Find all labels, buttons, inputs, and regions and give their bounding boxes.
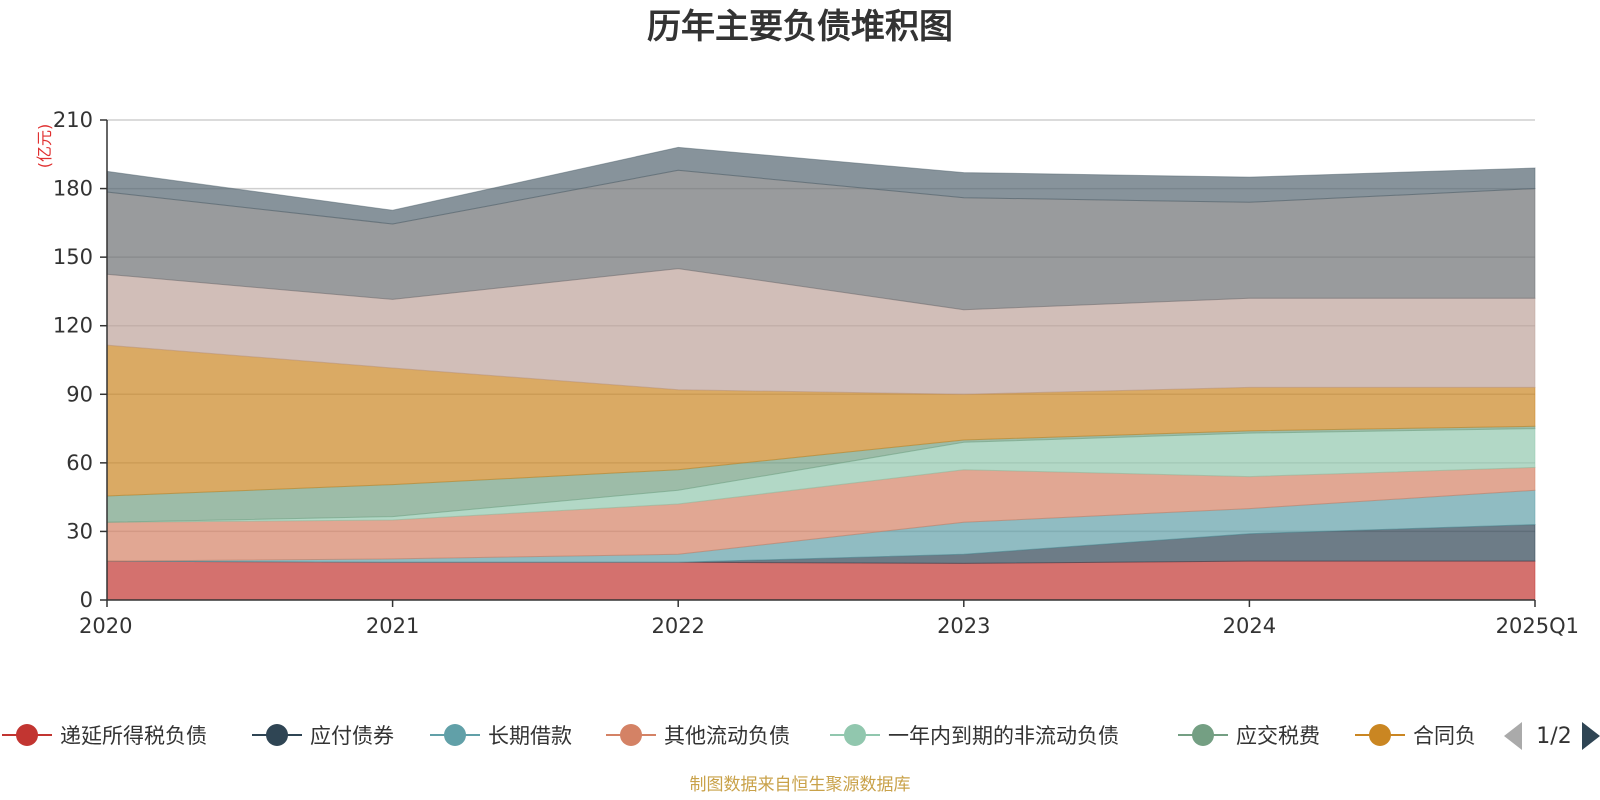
x-tick-label-2: 2022 [651, 614, 704, 638]
legend-label-6: 合同负 [1413, 724, 1476, 748]
y-tick-label-150: 150 [53, 245, 93, 269]
area-series-9 [106, 146, 1536, 225]
legend-label-4: 一年内到期的非流动负债 [888, 724, 1119, 748]
legend-item-4[interactable]: 一年内到期的非流动负债 [830, 724, 1119, 748]
y-tick-label-0: 0 [80, 588, 93, 612]
legend-item-3[interactable]: 其他流动负债 [606, 724, 790, 748]
x-tick-label-1: 2021 [366, 614, 419, 638]
data-source-note: 制图数据来自恒生聚源数据库 [690, 775, 911, 795]
legend-marker-3 [620, 724, 642, 746]
legend-label-5: 应交税费 [1236, 724, 1320, 748]
legend-marker-5 [1192, 724, 1214, 746]
legend-next-page-icon[interactable] [1582, 722, 1600, 750]
stacked-areas [106, 146, 1536, 601]
y-axis-unit-label: (亿元) [35, 124, 54, 169]
legend-marker-0 [16, 724, 38, 746]
y-tick-label-180: 180 [53, 177, 93, 201]
legend[interactable]: 递延所得税负债 应付债券 长期借款 其他流动负债 一年内到期的非流动负债 应交税费 合同负 1… [2, 722, 1600, 750]
legend-marker-1 [266, 724, 288, 746]
y-tick-label-90: 90 [66, 382, 93, 406]
x-tick-label-4: 2024 [1223, 614, 1276, 638]
legend-marker-2 [444, 724, 466, 746]
legend-label-2: 长期借款 [488, 724, 572, 748]
legend-marker-4 [844, 724, 866, 746]
legend-item-2[interactable]: 长期借款 [430, 724, 572, 748]
y-tick-label-60: 60 [66, 451, 93, 475]
legend-label-1: 应付债券 [310, 724, 394, 748]
legend-item-6[interactable]: 合同负 [1355, 724, 1476, 748]
legend-marker-6 [1369, 724, 1391, 746]
axes: 0 30 60 90 120 150 180 210 2020 2021 2022 2023 2024 2… [53, 108, 1579, 638]
legend-item-1[interactable]: 应付债券 [252, 724, 394, 748]
legend-prev-page-icon[interactable] [1504, 722, 1522, 750]
area-series-0 [106, 560, 1536, 601]
legend-label-0: 递延所得税负债 [60, 724, 207, 748]
legend-label-3: 其他流动负债 [664, 724, 790, 748]
legend-item-5[interactable]: 应交税费 [1178, 724, 1320, 748]
x-tick-label-3: 2023 [937, 614, 990, 638]
x-tick-label-5: 2025Q1 [1496, 614, 1579, 638]
y-tick-label-210: 210 [53, 108, 93, 132]
legend-page-indicator: 1/2 [1536, 724, 1571, 749]
y-tick-label-120: 120 [53, 314, 93, 338]
chart-title: 历年主要负债堆积图 [647, 7, 953, 47]
y-tick-label-30: 30 [66, 519, 93, 543]
legend-item-0[interactable]: 递延所得税负债 [2, 724, 207, 748]
x-tick-label-0: 2020 [79, 614, 132, 638]
